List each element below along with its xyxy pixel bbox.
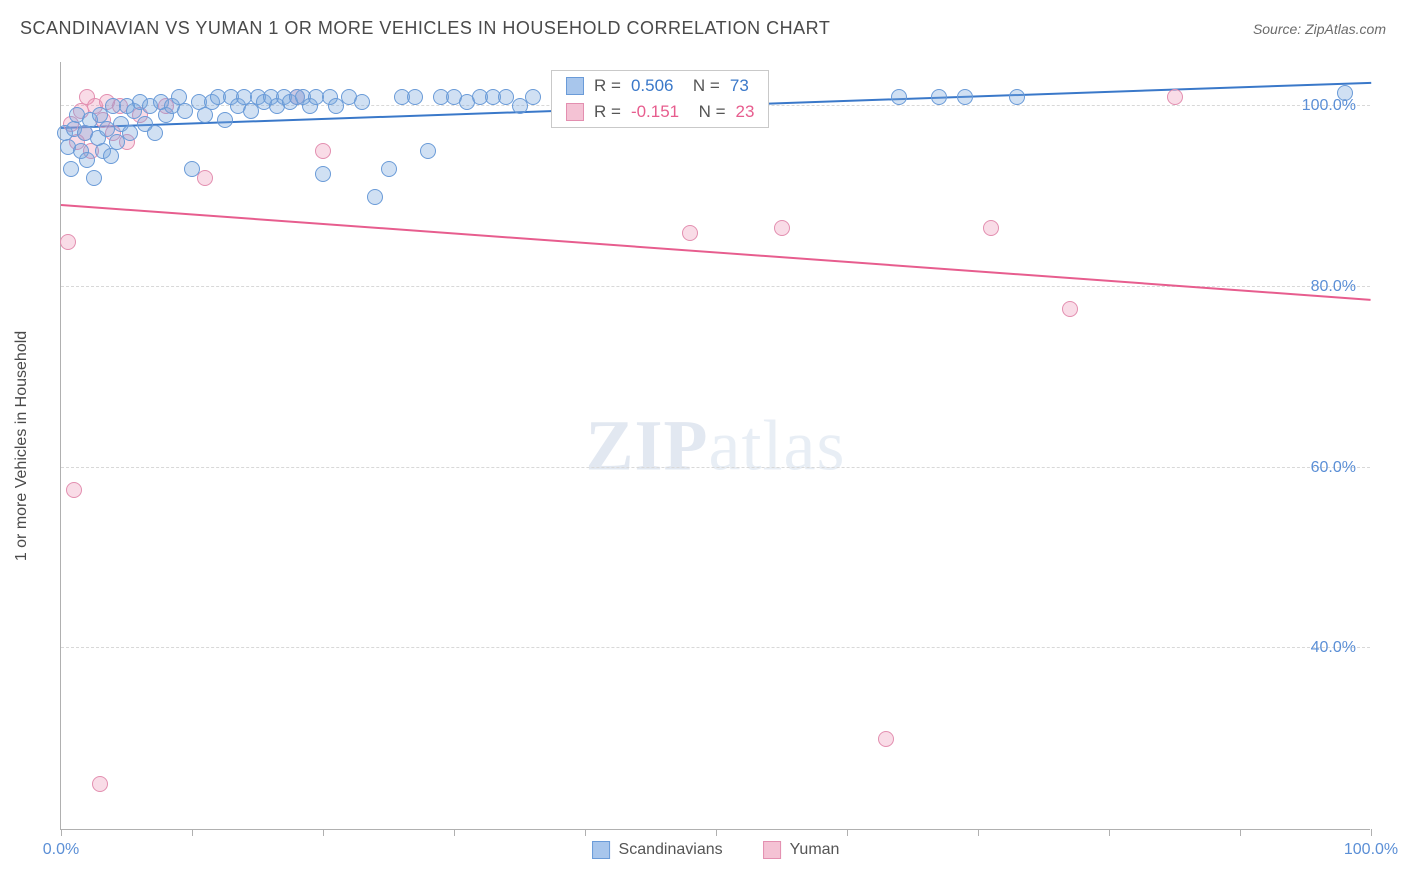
swatch-icon	[566, 77, 584, 95]
point-scandinavian	[381, 161, 397, 177]
y-tick-label: 80.0%	[1311, 278, 1356, 296]
point-scandinavian	[367, 189, 383, 205]
x-tick	[323, 829, 324, 836]
point-yuman	[92, 776, 108, 792]
point-yuman	[60, 234, 76, 250]
x-tick	[454, 829, 455, 836]
stats-row-scandinavian: R = 0.506 N = 73	[552, 73, 768, 99]
x-tick	[1109, 829, 1110, 836]
point-scandinavian	[931, 89, 947, 105]
point-scandinavian	[354, 94, 370, 110]
gridline	[61, 467, 1370, 468]
point-scandinavian	[1009, 89, 1025, 105]
x-tick	[1240, 829, 1241, 836]
y-tick-label: 40.0%	[1311, 639, 1356, 657]
swatch-icon	[566, 103, 584, 121]
point-scandinavian	[525, 89, 541, 105]
point-scandinavian	[1337, 85, 1353, 101]
point-yuman	[1167, 89, 1183, 105]
point-yuman	[878, 731, 894, 747]
source-attribution: Source: ZipAtlas.com	[1253, 21, 1386, 37]
point-scandinavian	[147, 125, 163, 141]
point-yuman	[983, 220, 999, 236]
point-scandinavian	[122, 125, 138, 141]
swatch-icon	[763, 841, 781, 859]
scatter-plot: ZIPatlas 40.0%60.0%80.0%100.0%0.0%100.0%…	[60, 62, 1370, 830]
legend: Scandinavians Yuman	[592, 841, 840, 859]
legend-item-yuman: Yuman	[763, 841, 840, 859]
point-yuman	[682, 225, 698, 241]
stats-row-yuman: R = -0.151 N = 23	[552, 99, 768, 125]
point-scandinavian	[891, 89, 907, 105]
x-tick-label: 0.0%	[43, 841, 79, 859]
point-scandinavian	[957, 89, 973, 105]
point-yuman	[1062, 301, 1078, 317]
stats-box: R = 0.506 N = 73R = -0.151 N = 23	[551, 70, 769, 128]
watermark: ZIPatlas	[586, 404, 846, 487]
x-tick	[585, 829, 586, 836]
point-scandinavian	[184, 161, 200, 177]
x-tick-label: 100.0%	[1344, 841, 1398, 859]
point-scandinavian	[63, 161, 79, 177]
x-tick	[978, 829, 979, 836]
x-tick	[1371, 829, 1372, 836]
point-scandinavian	[86, 170, 102, 186]
point-yuman	[66, 482, 82, 498]
point-scandinavian	[420, 143, 436, 159]
gridline	[61, 647, 1370, 648]
point-scandinavian	[79, 152, 95, 168]
x-tick	[61, 829, 62, 836]
x-tick	[192, 829, 193, 836]
point-yuman	[774, 220, 790, 236]
x-tick	[716, 829, 717, 836]
legend-item-scandinavian: Scandinavians	[592, 841, 723, 859]
point-yuman	[315, 143, 331, 159]
point-scandinavian	[407, 89, 423, 105]
point-yuman	[197, 170, 213, 186]
y-tick-label: 60.0%	[1311, 459, 1356, 477]
point-scandinavian	[315, 166, 331, 182]
chart-title: SCANDINAVIAN VS YUMAN 1 OR MORE VEHICLES…	[20, 18, 830, 39]
y-axis-label: 1 or more Vehicles in Household	[13, 331, 31, 561]
point-scandinavian	[217, 112, 233, 128]
x-tick	[847, 829, 848, 836]
swatch-icon	[592, 841, 610, 859]
